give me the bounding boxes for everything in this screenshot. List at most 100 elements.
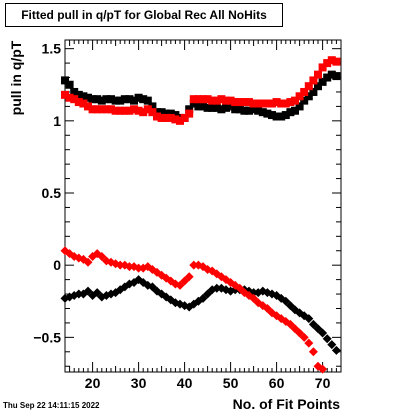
data-point-square xyxy=(61,90,69,99)
y-tick-label: 1.5 xyxy=(42,41,62,57)
data-point-square xyxy=(70,87,79,96)
y-tick-label: 1 xyxy=(53,113,61,129)
data-point-square xyxy=(107,95,115,104)
data-point-square xyxy=(143,105,152,114)
data-point-square xyxy=(93,95,102,104)
data-point-diamond xyxy=(304,338,314,348)
y-tick-label: 0 xyxy=(53,257,61,273)
data-point-square xyxy=(212,103,221,112)
data-point-square xyxy=(111,106,120,115)
data-point-square xyxy=(116,96,125,105)
data-point-diamond xyxy=(189,260,199,270)
data-point-square xyxy=(323,73,332,82)
data-point-square xyxy=(194,102,203,111)
data-point-square xyxy=(277,99,286,108)
data-point-diamond xyxy=(322,334,332,344)
data-point-square xyxy=(263,109,272,118)
data-point-square xyxy=(162,109,171,118)
x-tick-label: 20 xyxy=(85,375,101,391)
plot-markers xyxy=(60,56,341,374)
y-tick-label: −0.5 xyxy=(33,329,61,345)
data-point-square xyxy=(304,82,313,91)
data-point-square xyxy=(277,112,286,121)
data-point-square xyxy=(171,111,180,120)
data-point-square xyxy=(166,109,175,118)
data-point-square xyxy=(148,102,157,111)
chart-title-box: Fitted pull in q/pT for Global Rec All N… xyxy=(5,3,283,27)
data-point-square xyxy=(102,95,111,104)
data-point-square xyxy=(226,102,235,111)
data-point-square xyxy=(143,96,152,105)
data-point-square xyxy=(327,56,336,65)
data-point-square xyxy=(203,103,212,112)
data-point-square xyxy=(166,113,175,122)
x-tick-label: 30 xyxy=(131,375,147,391)
data-point-square xyxy=(212,96,221,105)
data-point-square xyxy=(318,63,327,72)
data-point-square xyxy=(295,102,304,111)
data-point-diamond xyxy=(327,340,337,350)
data-point-square xyxy=(286,98,295,107)
data-point-square xyxy=(231,105,240,114)
data-point-diamond xyxy=(92,249,102,259)
data-point-square xyxy=(65,80,74,89)
data-point-diamond xyxy=(299,332,309,342)
data-point-square xyxy=(231,98,240,107)
data-point-square xyxy=(70,95,79,104)
data-point-diamond xyxy=(124,262,134,272)
data-point-square xyxy=(332,72,341,81)
data-point-diamond xyxy=(318,328,328,338)
y-axis: −0.5 0 0.5 1 1.5 xyxy=(33,41,341,367)
data-point-square xyxy=(125,106,134,115)
data-point-square xyxy=(272,98,281,107)
data-point-square xyxy=(208,103,217,112)
data-point-square xyxy=(171,115,180,124)
data-point-square xyxy=(153,108,161,117)
data-point-square xyxy=(139,108,148,117)
data-point-diamond xyxy=(115,260,125,270)
data-point-square xyxy=(93,105,102,114)
data-point-square xyxy=(245,98,253,107)
x-tick-label: 60 xyxy=(269,375,285,391)
data-point-square xyxy=(148,108,157,117)
x-axis: 20 30 40 50 60 70 xyxy=(69,40,337,391)
data-point-square xyxy=(291,106,299,115)
data-point-square xyxy=(300,87,309,96)
data-point-square xyxy=(185,105,194,114)
data-point-square xyxy=(74,98,83,107)
data-point-square xyxy=(222,96,230,105)
data-point-square xyxy=(235,105,244,114)
data-point-square xyxy=(194,95,203,104)
data-point-diamond xyxy=(134,263,144,273)
data-point-diamond xyxy=(65,249,75,259)
data-point-square xyxy=(203,95,212,104)
data-point-square xyxy=(176,116,184,125)
data-point-square xyxy=(189,95,198,104)
data-point-square xyxy=(61,76,69,85)
chart-title: Fitted pull in q/pT for Global Rec All N… xyxy=(21,8,267,22)
data-point-square xyxy=(180,113,189,122)
data-point-square xyxy=(134,106,143,115)
x-axis-label: No. of Fit Points xyxy=(232,396,340,412)
y-tick-label: 0.5 xyxy=(42,185,62,201)
data-point-square xyxy=(272,112,281,121)
data-point-square xyxy=(153,112,161,121)
data-point-square xyxy=(199,95,207,104)
data-point-square xyxy=(79,99,88,108)
data-point-square xyxy=(240,106,249,115)
data-point-square xyxy=(254,99,263,108)
data-point-diamond xyxy=(83,257,93,267)
data-point-square xyxy=(120,106,129,115)
data-point-square xyxy=(323,59,332,68)
data-point-square xyxy=(254,106,263,115)
data-point-square xyxy=(245,106,253,115)
data-point-square xyxy=(217,95,226,104)
data-point-square xyxy=(304,92,313,101)
x-tick-label: 50 xyxy=(223,375,239,391)
data-point-square xyxy=(79,92,88,101)
data-point-square xyxy=(258,108,267,117)
data-point-diamond xyxy=(212,283,222,293)
data-point-square xyxy=(120,95,129,104)
data-point-square xyxy=(300,96,309,105)
